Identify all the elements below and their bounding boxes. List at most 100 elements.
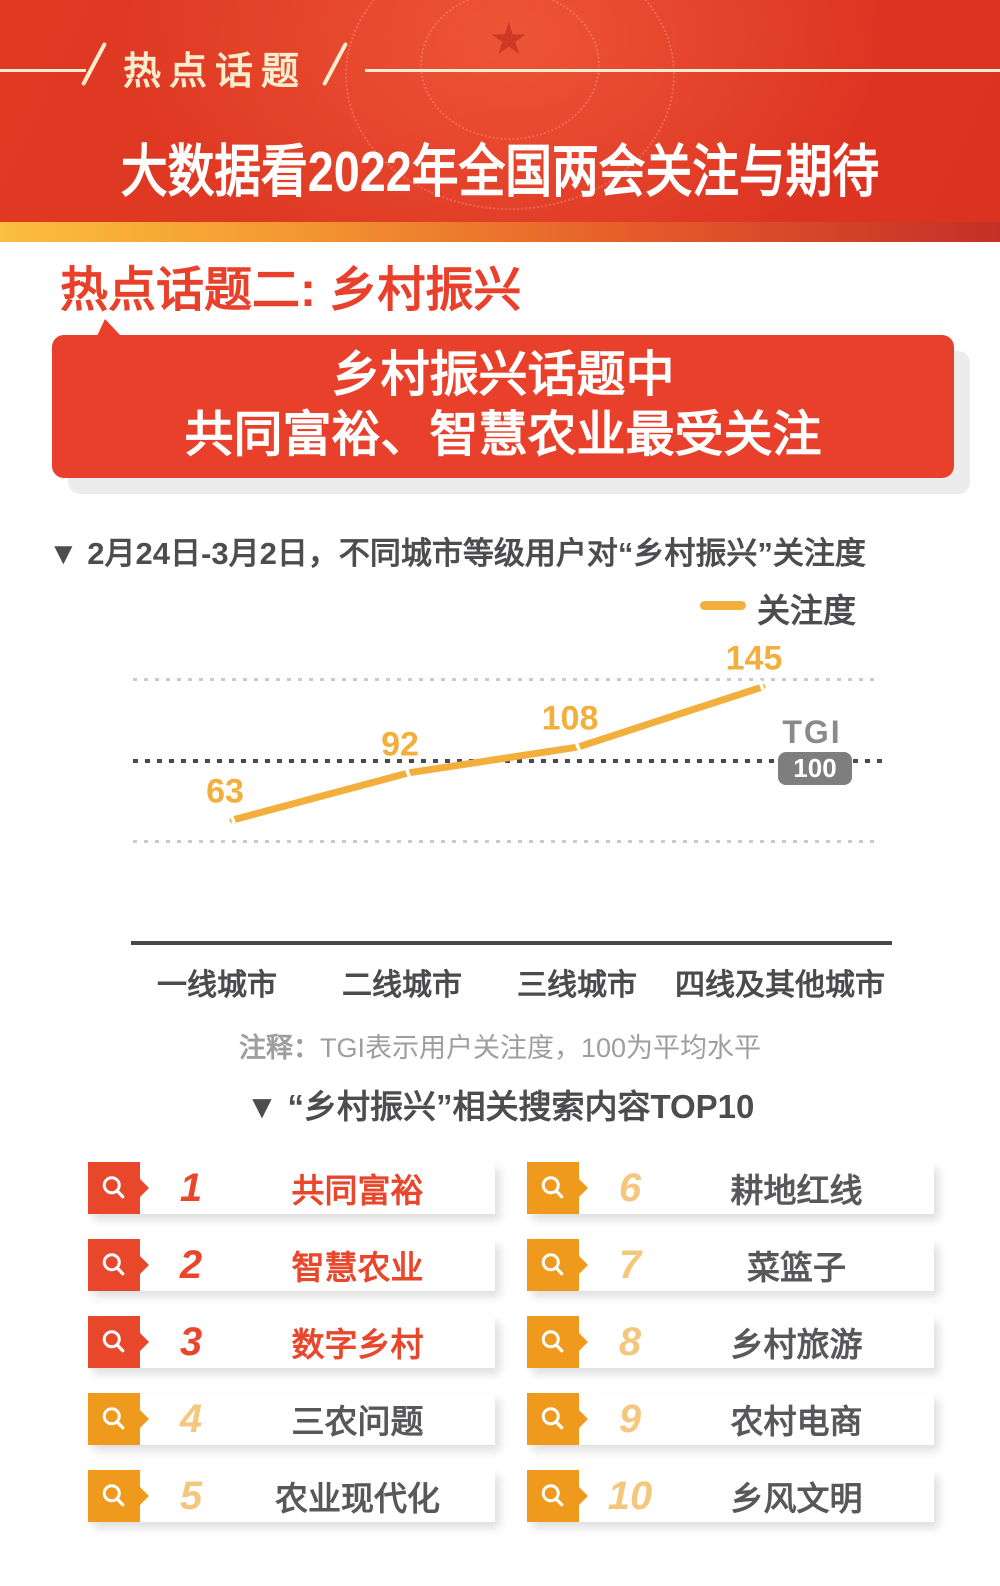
item-rank: 4 [179,1397,203,1441]
value-label-63: 63 [206,772,244,811]
trend-line-svg [228,679,767,828]
item-bar: 10 乡风文明 [579,1470,934,1522]
item-bar: 1 共同富裕 [140,1162,495,1214]
item-bar: 6 耕地红线 [579,1162,934,1214]
tagline-rule-left [0,69,86,72]
item-label: 菜篮子 [747,1249,846,1286]
top10-column-left: 1 共同富裕 2 智慧农业 3 数字乡村 [88,1162,495,1522]
item-label: 数字乡村 [291,1326,424,1363]
search-icon [541,1407,564,1430]
header-tagline-row: 热点话题 [0,0,1000,120]
item-rank: 3 [179,1320,203,1364]
search-badge [527,1316,579,1368]
item-rank: 1 [179,1166,203,1210]
chart-footnote: 注释：TGI表示用户关注度，100为平均水平 [0,1026,1000,1065]
search-badge [88,1162,140,1214]
legend-line-swatch [700,601,746,610]
search-badge [88,1393,140,1445]
search-icon [541,1330,564,1353]
item-label: 乡村旅游 [730,1326,863,1363]
top10-list-item: 2 智慧农业 [88,1239,495,1291]
item-rank: 6 [618,1166,642,1210]
category-label-1: 一线城市 [157,969,277,1002]
item-label: 乡风文明 [730,1480,863,1517]
footnote-text: TGI表示用户关注度，100为平均水平 [319,1033,762,1063]
item-rank: 5 [179,1474,203,1518]
search-icon [102,1253,125,1276]
tgi-label: TGI [782,714,842,750]
footnote-prefix: 注释： [238,1033,320,1063]
search-icon [541,1484,564,1507]
search-badge [527,1162,579,1214]
search-badge [527,1393,579,1445]
top10-list-item: 3 数字乡村 [88,1316,495,1368]
top10-list-item: 10 乡风文明 [527,1470,934,1522]
top10-column-right: 6 耕地红线 7 菜篮子 8 乡村旅游 [527,1162,934,1522]
search-icon [102,1330,125,1353]
top10-list-item: 6 耕地红线 [527,1162,934,1214]
gridline-150 [133,678,878,681]
category-label-3: 三线城市 [517,969,637,1002]
page-title: 大数据看2022年全国两会关注与期待 [120,140,880,204]
item-bar: 2 智慧农业 [140,1239,495,1291]
star-icon: ★ [489,15,529,64]
item-rank: 7 [618,1243,642,1287]
category-label-4: 四线及其他城市 [675,969,885,1002]
search-icon [102,1407,125,1430]
item-bar: 9 农村电商 [579,1393,934,1445]
search-icon [541,1176,564,1199]
item-rank: 9 [618,1397,642,1441]
attention-trend-line [229,683,766,824]
item-bar: 5 农业现代化 [140,1470,495,1522]
bubble-line-2: 共同富裕、智慧农业最受关注 [184,408,822,462]
top10-list-item: 8 乡村旅游 [527,1316,934,1368]
item-label: 耕地红线 [730,1172,863,1209]
category-label-2: 二线城市 [342,969,462,1002]
chart-title: ▼ 2月24日-3月2日，不同城市等级用户对“乡村振兴”关注度 [48,536,866,571]
header-banner: ★ 热点话题 大数据看2022年全国两会关注与期待 [0,0,1000,222]
search-badge [527,1470,579,1522]
item-rank: 10 [607,1474,653,1518]
top10-list-item: 1 共同富裕 [88,1162,495,1214]
headline-bubble: 乡村振兴话题中 共同富裕、智慧农业最受关注 [52,319,954,478]
item-label: 智慧农业 [291,1249,424,1286]
value-label-108: 108 [541,699,599,738]
item-rank: 8 [618,1320,642,1364]
section-heading: 热点话题二: 乡村振兴 [60,264,522,317]
tgi-100-badge: 100 [778,752,852,785]
search-badge [88,1316,140,1368]
item-bar: 4 三农问题 [140,1393,495,1445]
item-rank: 2 [179,1243,203,1287]
search-badge [88,1239,140,1291]
gridline-50 [133,840,878,843]
item-bar: 3 数字乡村 [140,1316,495,1368]
top10-title: ▼ “乡村振兴”相关搜索内容TOP10 [245,1088,755,1125]
item-bar: 8 乡村旅游 [579,1316,934,1368]
search-icon [541,1253,564,1276]
gradient-divider [0,222,1000,242]
item-label: 农村电商 [730,1403,863,1440]
search-badge [527,1239,579,1291]
search-badge [88,1470,140,1522]
slash-decoration [321,41,349,87]
header-tagline: 热点话题 [123,51,308,93]
item-label: 三农问题 [291,1403,424,1440]
top10-list-item: 7 菜篮子 [527,1239,934,1291]
x-axis-line [131,941,892,945]
bubble-line-1: 乡村振兴话题中 [331,348,675,402]
line-chart: TGI 100 63 92 108 145 一线城市 二线城市 三线城市 四线及其他城市 [0,639,1000,1002]
search-icon [102,1484,125,1507]
value-label-145: 145 [725,639,783,678]
tagline-rule-right [365,69,1000,72]
data-point-notches [228,679,767,828]
search-icon [102,1176,125,1199]
item-label: 共同富裕 [291,1172,424,1209]
top10-list-item: 9 农村电商 [527,1393,934,1445]
top10-list-item: 5 农业现代化 [88,1470,495,1522]
legend-label: 关注度 [757,592,856,629]
item-bar: 7 菜篮子 [579,1239,934,1291]
top10-list-item: 4 三农问题 [88,1393,495,1445]
item-label: 农业现代化 [275,1480,440,1517]
slash-decoration [80,41,108,87]
